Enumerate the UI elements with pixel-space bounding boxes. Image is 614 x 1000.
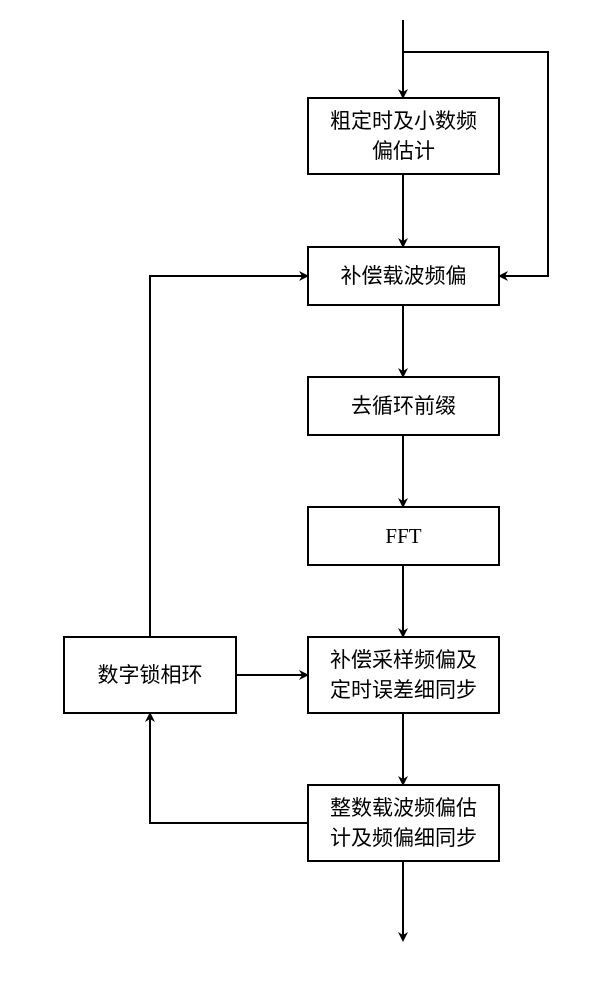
edge	[150, 714, 307, 823]
node-cfo-compensation: 补偿载波频偏	[307, 246, 500, 306]
node-label: 去循环前缀	[351, 391, 456, 421]
node-integer-cfo-est: 整数载波频偏估计及频偏细同步	[307, 784, 500, 862]
node-sampling-offset-comp: 补偿采样频偏及定时误差细同步	[307, 636, 500, 714]
node-label: 数字锁相环	[98, 660, 203, 690]
node-remove-cp: 去循环前缀	[307, 376, 500, 436]
node-label: FFT	[385, 521, 421, 551]
node-label: 补偿载波频偏	[341, 261, 467, 291]
node-label: 整数载波频偏估计及频偏细同步	[330, 793, 477, 854]
node-label: 补偿采样频偏及定时误差细同步	[330, 645, 477, 706]
flowchart-canvas: 粗定时及小数频偏估计 补偿载波频偏 去循环前缀 FFT 补偿采样频偏及定时误差细…	[0, 0, 614, 1000]
node-fft: FFT	[307, 506, 500, 566]
node-coarse-timing: 粗定时及小数频偏估计	[307, 97, 500, 175]
edge	[150, 276, 307, 636]
node-digital-pll: 数字锁相环	[63, 636, 237, 714]
node-label: 粗定时及小数频偏估计	[330, 106, 477, 167]
